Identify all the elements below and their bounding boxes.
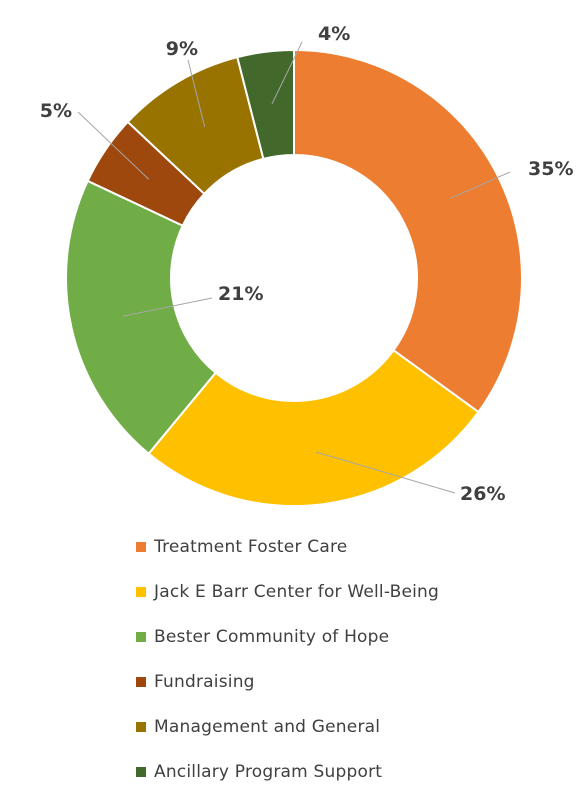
legend-label: Fundraising: [154, 671, 255, 692]
legend-item-management-and-general: Management and General: [136, 704, 439, 749]
leader-line: [271, 41, 303, 105]
data-label: 21%: [218, 283, 263, 305]
legend-item-jack-e-barr-center: Jack E Barr Center for Well-Being: [136, 569, 439, 614]
data-label: 5%: [40, 100, 72, 122]
legend-item-bester-community-of-hope: Bester Community of Hope: [136, 614, 439, 659]
slice-ancillary-program-support: [236, 48, 295, 161]
legend-label: Treatment Foster Care: [154, 536, 348, 557]
data-label: 9%: [166, 38, 198, 60]
legend-label: Jack E Barr Center for Well-Being: [154, 581, 439, 602]
donut-chart: 35% 26% 21% 5% 9% 4%: [40, 23, 573, 507]
legend-swatch: [136, 721, 146, 732]
legend-swatch: [136, 541, 146, 552]
chart-legend: Treatment Foster Care Jack E Barr Center…: [136, 524, 439, 794]
data-label: 4%: [318, 23, 350, 45]
legend-swatch: [136, 676, 146, 687]
slice-bester-community-of-hope: [65, 179, 218, 456]
legend-item-fundraising: Fundraising: [136, 659, 439, 704]
leader-line: [450, 171, 511, 199]
legend-swatch: [136, 631, 146, 642]
legend-item-treatment-foster-care: Treatment Foster Care: [136, 524, 439, 569]
slice-jack-e-barr-center-for-well-being: [147, 348, 480, 507]
leader-line: [77, 111, 150, 180]
leader-line: [122, 297, 213, 317]
chart-root: 35% 26% 21% 5% 9% 4% Treatment Foster Care Ja…: [40, 23, 574, 782]
legend-swatch: [136, 586, 146, 597]
slice-treatment-foster-care: [293, 48, 523, 414]
leader-line: [187, 59, 206, 128]
data-label: 26%: [460, 483, 505, 505]
legend-label: Bester Community of Hope: [154, 626, 390, 647]
legend-label: Management and General: [154, 716, 381, 737]
data-label: 35%: [528, 158, 573, 180]
leader-line: [315, 451, 456, 494]
